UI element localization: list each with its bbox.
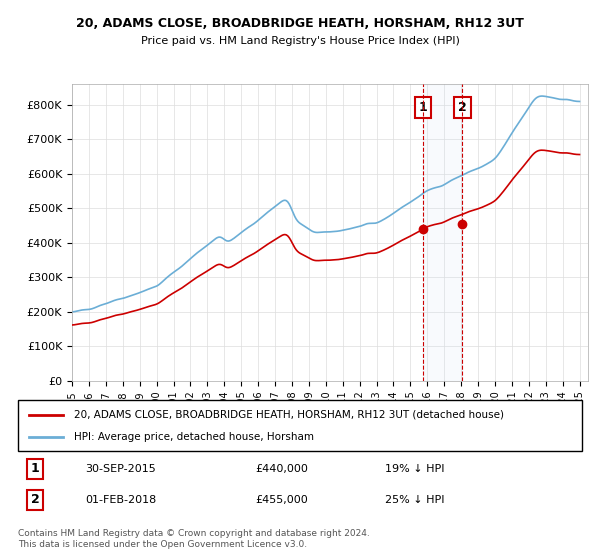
Text: 19% ↓ HPI: 19% ↓ HPI [385,464,444,474]
Text: 1: 1 [419,101,427,114]
Text: 01-FEB-2018: 01-FEB-2018 [86,495,157,505]
FancyBboxPatch shape [18,400,582,451]
Text: 20, ADAMS CLOSE, BROADBRIDGE HEATH, HORSHAM, RH12 3UT: 20, ADAMS CLOSE, BROADBRIDGE HEATH, HORS… [76,17,524,30]
Text: Price paid vs. HM Land Registry's House Price Index (HPI): Price paid vs. HM Land Registry's House … [140,36,460,46]
Text: HPI: Average price, detached house, Horsham: HPI: Average price, detached house, Hors… [74,432,314,442]
Bar [423,84,463,381]
Text: 2: 2 [31,493,39,506]
Text: 1: 1 [31,463,39,475]
Text: £440,000: £440,000 [255,464,308,474]
Text: 20, ADAMS CLOSE, BROADBRIDGE HEATH, HORSHAM, RH12 3UT (detached house): 20, ADAMS CLOSE, BROADBRIDGE HEATH, HORS… [74,409,505,419]
Text: £455,000: £455,000 [255,495,308,505]
Text: 2: 2 [458,101,467,114]
Text: Contains HM Land Registry data © Crown copyright and database right 2024.
This d: Contains HM Land Registry data © Crown c… [18,529,370,549]
Text: 30-SEP-2015: 30-SEP-2015 [86,464,157,474]
Text: 25% ↓ HPI: 25% ↓ HPI [385,495,444,505]
